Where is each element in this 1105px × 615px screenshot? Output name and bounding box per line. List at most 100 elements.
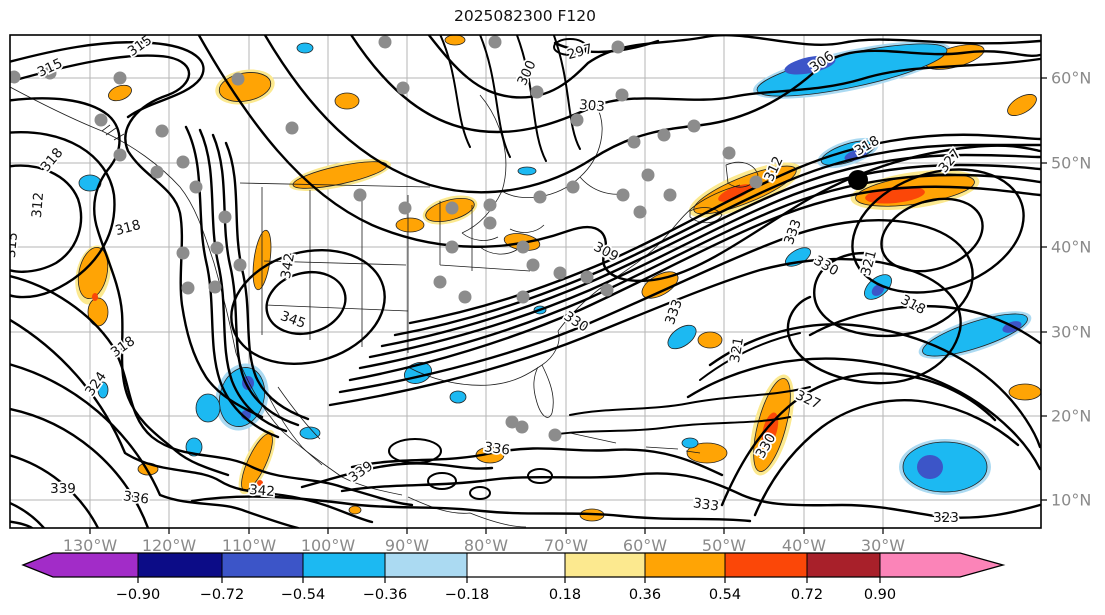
- colorbar-segment-navy: [138, 553, 222, 577]
- station-dot: [516, 240, 530, 254]
- gulf-florida-coast: [407, 330, 560, 418]
- contour-label: 336: [483, 439, 511, 458]
- contour-line: [10, 318, 374, 524]
- station-dot: [208, 280, 222, 294]
- newfoundland: [689, 161, 759, 224]
- royal-anomaly-patch: [917, 455, 943, 479]
- station-dot: [515, 420, 529, 434]
- station-dot: [285, 121, 299, 135]
- colorbar-tick-label: 0.54: [709, 587, 741, 603]
- station-dot: [516, 290, 530, 304]
- contour-cell: [469, 486, 491, 500]
- contour-line: [10, 54, 264, 419]
- colorbar-segment-cyan: [303, 553, 385, 577]
- colorbar-segment-orangered: [725, 553, 807, 577]
- cyan-anomaly-patch: [902, 441, 988, 493]
- contour-label: 318: [898, 292, 928, 318]
- cyan-anomaly-patch: [784, 247, 812, 267]
- contour-label: 333: [692, 495, 720, 514]
- colorbar-segment-darkred: [807, 553, 880, 577]
- station-dot: [505, 415, 519, 429]
- cyan-anomaly-patch: [97, 381, 109, 399]
- lat-tick-label: 40°N: [1051, 238, 1091, 257]
- contour-cell: [230, 248, 386, 366]
- colorbar-tick-label: 0.90: [864, 587, 896, 603]
- contour-line: [686, 357, 1041, 471]
- station-dot: [483, 198, 497, 212]
- cyan-anomaly-patch: [185, 437, 203, 457]
- station-dot: [176, 246, 190, 260]
- colorbar-segment-white: [467, 553, 565, 577]
- contour-cell: [553, 38, 587, 56]
- colorbar-tick-label: −0.72: [200, 587, 244, 603]
- contour-cell: [527, 468, 553, 484]
- station-dot: [353, 188, 367, 202]
- contour-line: [439, 35, 581, 162]
- contour-label: 339: [346, 458, 376, 486]
- contour-line: [10, 131, 116, 299]
- lon-tick-label: 40°W: [782, 536, 826, 555]
- contour-line: [190, 495, 752, 523]
- colorbar-segment-orange: [645, 553, 725, 577]
- contour-label: 318: [108, 333, 138, 361]
- lon-tick-label: 120°W: [142, 536, 197, 555]
- contour-label: 318: [113, 217, 142, 239]
- contour-line: [198, 128, 288, 433]
- lon-tick-label: 70°W: [544, 536, 588, 555]
- contour-label: 345: [278, 308, 308, 332]
- lat-tick-label: 10°N: [1051, 491, 1091, 510]
- station-dot: [150, 165, 164, 179]
- station-dot: [633, 205, 647, 219]
- jet-contour: [380, 153, 1041, 348]
- station-dot: [218, 210, 232, 224]
- lon-tick-label: 100°W: [301, 536, 356, 555]
- great-lakes: [461, 224, 545, 255]
- station-dot: [627, 135, 641, 149]
- contour-label: 342: [248, 482, 275, 500]
- station-dot: [566, 180, 580, 194]
- contour-line: [263, 35, 1041, 194]
- station-dot: [233, 258, 247, 272]
- marker-layer: [848, 170, 868, 190]
- contour-cell: [427, 472, 457, 490]
- contour-line: [753, 399, 1020, 517]
- contour-cell: [265, 271, 347, 335]
- station-dot: [570, 113, 584, 127]
- station-dot: [580, 270, 594, 284]
- lon-tick-label: 30°W: [861, 536, 905, 555]
- contour-label: 342: [278, 252, 298, 280]
- hudson-bay-coast: [461, 94, 629, 234]
- station-dot: [722, 146, 736, 160]
- cyan-anomaly-patch: [296, 42, 314, 54]
- orange-anomaly-patch: [686, 442, 728, 464]
- contour-line: [10, 407, 150, 528]
- station-dot: [548, 428, 562, 442]
- station-dot: [43, 66, 57, 80]
- contour-line: [350, 447, 724, 477]
- colorbar-segment-pink: [880, 553, 1003, 577]
- lat-tick-label: 50°N: [1051, 154, 1091, 173]
- station-dot: [749, 175, 763, 189]
- lon-tick-label: 130°W: [63, 536, 118, 555]
- station-dot: [600, 283, 614, 297]
- contour-line: [10, 164, 83, 273]
- contour-label: 336: [122, 488, 150, 507]
- station-dot: [181, 281, 195, 295]
- station-dot-layer: [10, 35, 763, 442]
- orange-anomaly-patch: [334, 92, 360, 110]
- station-dot: [553, 266, 567, 280]
- orange-anomaly-patch: [697, 331, 723, 349]
- black-dot-marker: [848, 170, 868, 190]
- shading-layer: [75, 35, 1041, 522]
- contour-line: [720, 372, 997, 507]
- contour-line: [10, 454, 100, 528]
- caribbean-islands: [569, 432, 701, 454]
- map-frame: [9, 34, 1042, 529]
- station-dot: [189, 180, 203, 194]
- colorbar-tick-label: 0.36: [629, 587, 661, 603]
- royal-anomaly-patch: [844, 148, 868, 162]
- station-dot: [113, 71, 127, 85]
- station-dot: [210, 241, 224, 255]
- station-dot: [176, 155, 190, 169]
